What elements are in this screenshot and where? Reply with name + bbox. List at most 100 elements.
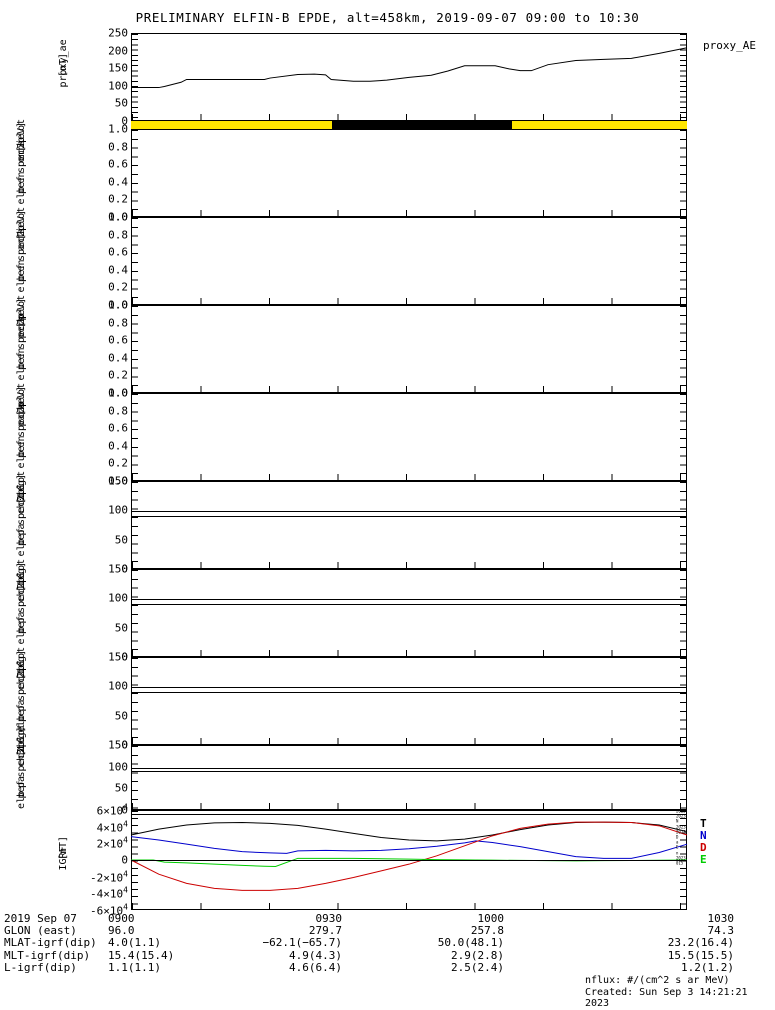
y-tick-label: 4×104 xyxy=(96,819,128,835)
panel-label-en-anti: elbpefenspec2plotanti[keV] xyxy=(16,206,27,293)
footnote-created: Created: Sun Sep 3 14:21:21 2023 xyxy=(585,986,748,1010)
bottom-axis-value: 74.3 xyxy=(707,924,735,938)
panel-label-proxy-ae: proxy_ae[nT] xyxy=(58,39,69,88)
panel-label-en-perp: elbpefenspec2plotperp[keV] xyxy=(16,294,27,381)
y-tick-label: 0.8 xyxy=(108,228,128,242)
bottom-axis-value: 4.9(4.3) xyxy=(289,948,342,962)
bottom-axis-value: 0930 xyxy=(315,912,343,925)
trace-igrf-d xyxy=(130,821,688,891)
x-axis-ticks xyxy=(132,474,686,480)
x-axis-ticks xyxy=(132,114,686,120)
panel-label-pa-ch0lc: elbpefpaspec2plotch0LC[deg] xyxy=(16,470,27,557)
y-axis-ticks-left xyxy=(132,482,138,568)
bottom-axis-value: 15.4(15.4) xyxy=(108,948,175,962)
panel-label-pa-ch1lc: elbpefpaspec2plotch1LC[deg] xyxy=(16,558,27,645)
footnote: nflux: #/(cm^2 s ar MeV) Created: Sun Se… xyxy=(585,975,775,1010)
bottom-axis-value: 1.2(1.2) xyxy=(681,960,734,974)
y-tick-label: 0 xyxy=(121,803,128,817)
y-tick-label: 6×104 xyxy=(96,802,128,818)
bottom-axis-value: 1030 xyxy=(707,912,735,925)
bottom-axis-row: MLAT-igrf(dip) 4.0(1.1) −62.1(−65.7) 50.0(4… xyxy=(4,937,771,949)
panel-en-para xyxy=(131,393,687,481)
bottom-axis-value: 4.6(6.4) xyxy=(289,960,342,974)
panel-pa-ch1lc xyxy=(131,569,687,657)
pa-reference-line xyxy=(132,687,686,689)
y-axis-ticks-right xyxy=(680,34,686,120)
panel-label-pa-ch3lc: elbpefpaspec2plotch3LC[deg] xyxy=(16,723,27,809)
y-tick-label: 0 xyxy=(121,853,128,867)
y-tick-label: 50 xyxy=(114,96,128,110)
panel-pa-ch2lc xyxy=(131,657,687,745)
panel-en-anti xyxy=(131,217,687,305)
x-axis-ticks xyxy=(132,903,686,909)
y-axis-ticks-right xyxy=(680,658,686,744)
y-tick-label: 1.0 xyxy=(108,386,128,400)
bottom-axis-value: 1.1(1.1) xyxy=(108,960,161,974)
x-axis-ticks xyxy=(132,803,686,809)
bottom-axis-value: 279.7 xyxy=(308,924,342,938)
y-tick-label: 100 xyxy=(108,679,128,693)
y-tick-labels-en-omni: 1.0 0.8 0.6 0.4 0.2 0.0 xyxy=(84,124,128,223)
pa-reference-line xyxy=(132,511,686,513)
y-tick-label: 0.2 xyxy=(108,192,128,206)
y-axis-ticks-right xyxy=(680,746,686,809)
y-tick-label: 1.0 xyxy=(108,122,128,136)
y-tick-label: 0.4 xyxy=(108,351,128,365)
y-axis-ticks-right xyxy=(680,218,686,304)
bottom-axis-value: 23.2(16.4) xyxy=(667,936,734,950)
bottom-axis-annotations: 2019 Sep 07 0900 0930 1000 1030 GLON (east) 96… xyxy=(4,912,771,974)
y-tick-label: 0.0 xyxy=(108,298,128,312)
panel-en-omni xyxy=(131,129,687,217)
y-tick-labels-pa-ch1lc: 150 100 50 0 xyxy=(84,564,128,663)
y-axis-ticks-right xyxy=(680,130,686,216)
y-tick-label: 0.0 xyxy=(108,210,128,224)
igrf-legend-item-d: D xyxy=(700,841,707,854)
x-axis-ticks xyxy=(132,562,686,568)
panel-en-perp xyxy=(131,305,687,393)
panel-pa-ch3lc xyxy=(131,745,687,810)
y-tick-label: 50 xyxy=(114,621,128,635)
y-tick-label: 0.6 xyxy=(108,421,128,435)
igrf-legend-item-e: E xyxy=(700,853,707,866)
y-tick-label: 0.8 xyxy=(108,316,128,330)
y-tick-label: 0.4 xyxy=(108,175,128,189)
bottom-axis-row-label: GLON (east) xyxy=(4,924,77,938)
status-bar-segment xyxy=(332,121,512,129)
y-tick-label: 1.0 xyxy=(108,210,128,224)
panel-label-igrf: IGRF[nT] xyxy=(58,835,69,871)
y-axis-ticks-left xyxy=(132,394,138,480)
y-tick-label: 2×104 xyxy=(96,835,128,851)
y-tick-label: 0 xyxy=(121,562,128,576)
y-tick-label: 0 xyxy=(121,738,128,752)
y-tick-label: -4×104 xyxy=(90,885,128,901)
bottom-axis-value: 15.5(15.5) xyxy=(667,948,734,962)
y-axis-ticks-left xyxy=(132,130,138,216)
x-axis-ticks xyxy=(132,386,686,392)
y-tick-label: 150 xyxy=(108,738,128,752)
y-tick-labels-pa-ch0lc: 150 100 50 0 xyxy=(84,476,128,575)
y-tick-label: -2×104 xyxy=(90,869,128,885)
pa-reference-line xyxy=(132,767,686,769)
y-tick-label: 0.2 xyxy=(108,280,128,294)
igrf-legend-item-n: N xyxy=(700,829,707,842)
status-bar xyxy=(131,121,687,129)
y-tick-label: 100 xyxy=(108,591,128,605)
y-tick-label: 50 xyxy=(114,781,128,795)
panel-proxy-ae xyxy=(131,33,687,121)
proxy-ae-legend-label: proxy_AE xyxy=(703,39,756,52)
bottom-axis-value: 1000 xyxy=(477,912,505,925)
y-tick-label: 1.0 xyxy=(108,298,128,312)
y-tick-label: 150 xyxy=(108,650,128,664)
bottom-axis-row-label: 2019 Sep 07 xyxy=(4,912,77,925)
bottom-axis-value: −62.1(−65.7) xyxy=(262,936,342,950)
igrf-upper-reference-line xyxy=(131,814,687,816)
y-tick-labels-igrf: 6×104 4×104 2×104 0 -2×104 -4×104 -6×104 xyxy=(84,803,128,916)
y-tick-label: 0.2 xyxy=(108,456,128,470)
bottom-axis-row: 2019 Sep 07 0900 0930 1000 1030 xyxy=(4,912,771,925)
y-tick-label: 150 xyxy=(108,474,128,488)
y-tick-label: 0.0 xyxy=(108,386,128,400)
bottom-axis-row-label: L-igrf(dip) xyxy=(4,960,77,974)
y-axis-ticks-left xyxy=(132,218,138,304)
